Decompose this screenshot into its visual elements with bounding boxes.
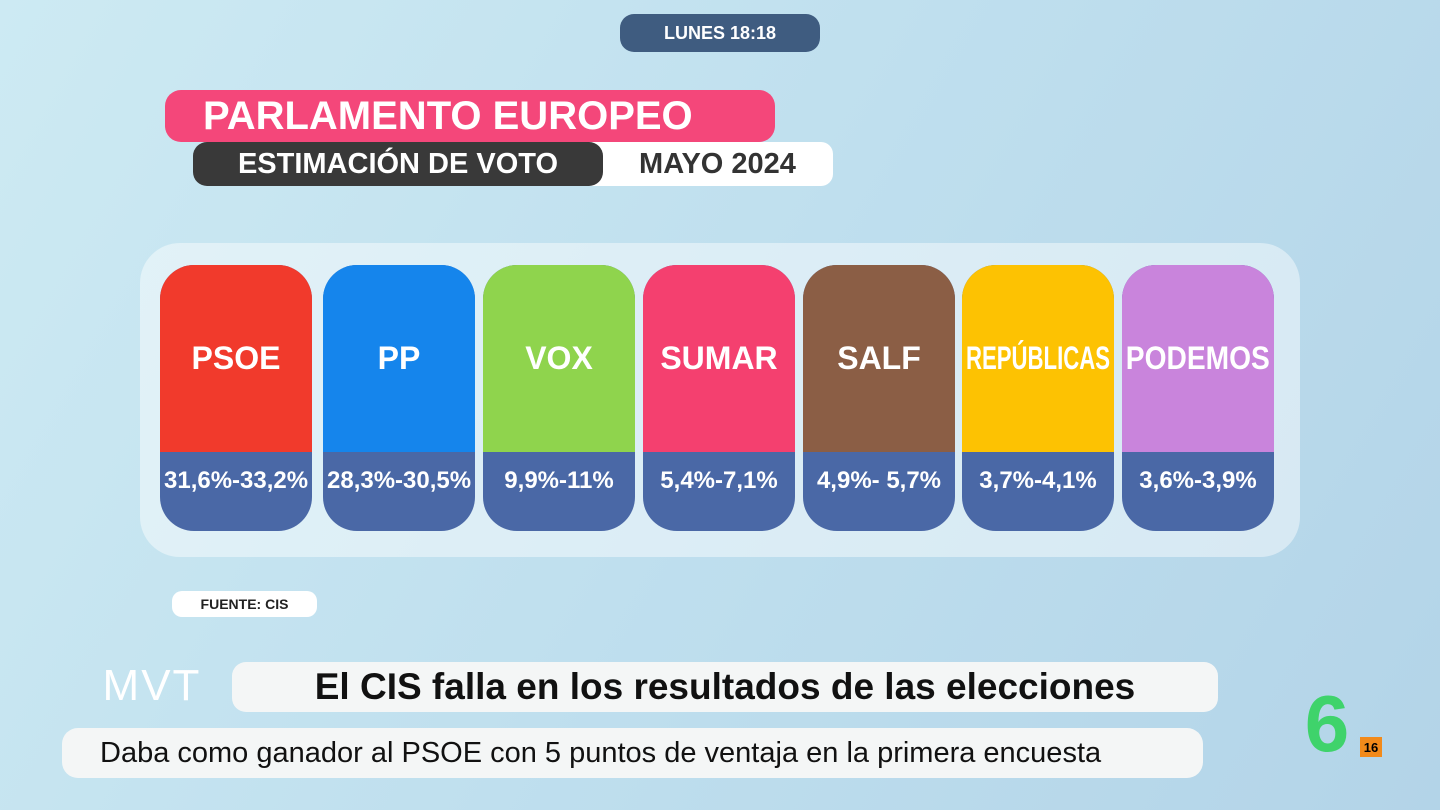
rating: 16: [1360, 737, 1382, 757]
party-range-box: 5,4%-7,1%: [643, 452, 795, 531]
party-range-box: 28,3%-30,5%: [323, 452, 475, 531]
brand: MVT: [102, 661, 202, 710]
party-range: 31,6%-33,2%: [164, 466, 308, 494]
party-header: PSOE: [160, 265, 312, 452]
party-range-box: 9,9%-11%: [483, 452, 635, 531]
party-range-box: 31,6%-33,2%: [160, 452, 312, 531]
party-range: 4,9%- 5,7%: [816, 466, 942, 494]
party-header: PODEMOS: [1122, 265, 1274, 452]
party-card: SALF 4,9%- 5,7%: [803, 265, 955, 531]
party-range: 5,4%-7,1%: [660, 466, 778, 494]
party-range-box: 4,9%- 5,7%: [803, 452, 955, 531]
party-range: 3,7%-4,1%: [979, 466, 1097, 494]
party-name: PODEMOS: [1126, 340, 1271, 376]
party-name: PP: [377, 340, 421, 376]
source: FUENTE: CIS: [172, 591, 317, 617]
party-header: VOX: [483, 265, 635, 452]
party-card: REPÚBLICAS 3,7%-4,1%: [962, 265, 1114, 531]
party-card: PODEMOS 3,6%-3,9%: [1122, 265, 1274, 531]
party-card: PSOE 31,6%-33,2%: [160, 265, 312, 531]
party-card: SUMAR 5,4%-7,1%: [643, 265, 795, 531]
party-name: SALF: [837, 340, 921, 376]
party-header: SALF: [803, 265, 955, 452]
party-name: VOX: [525, 340, 593, 376]
party-name: REPÚBLICAS: [966, 340, 1111, 376]
channel-logo: 6: [1304, 679, 1350, 768]
party-card: PP 28,3%-30,5%: [323, 265, 475, 531]
party-range-box: 3,7%-4,1%: [962, 452, 1114, 531]
clock: LUNES 18:18: [620, 14, 820, 52]
date: MAYO 2024: [580, 142, 833, 186]
party-range: 28,3%-30,5%: [327, 466, 471, 494]
party-range-box: 3,6%-3,9%: [1122, 452, 1274, 531]
subtitle: ESTIMACIÓN DE VOTO: [193, 142, 603, 186]
party-header: PP: [323, 265, 475, 452]
party-header: REPÚBLICAS: [962, 265, 1114, 452]
party-card: VOX 9,9%-11%: [483, 265, 635, 531]
party-name: PSOE: [191, 340, 281, 376]
title: PARLAMENTO EUROPEO: [165, 90, 775, 142]
party-name: SUMAR: [660, 340, 778, 376]
party-range: 9,9%-11%: [504, 466, 614, 494]
party-range: 3,6%-3,9%: [1139, 466, 1257, 494]
subheadline: Daba como ganador al PSOE con 5 puntos d…: [62, 728, 1203, 778]
party-header: SUMAR: [643, 265, 795, 452]
headline: El CIS falla en los resultados de las el…: [232, 662, 1218, 712]
